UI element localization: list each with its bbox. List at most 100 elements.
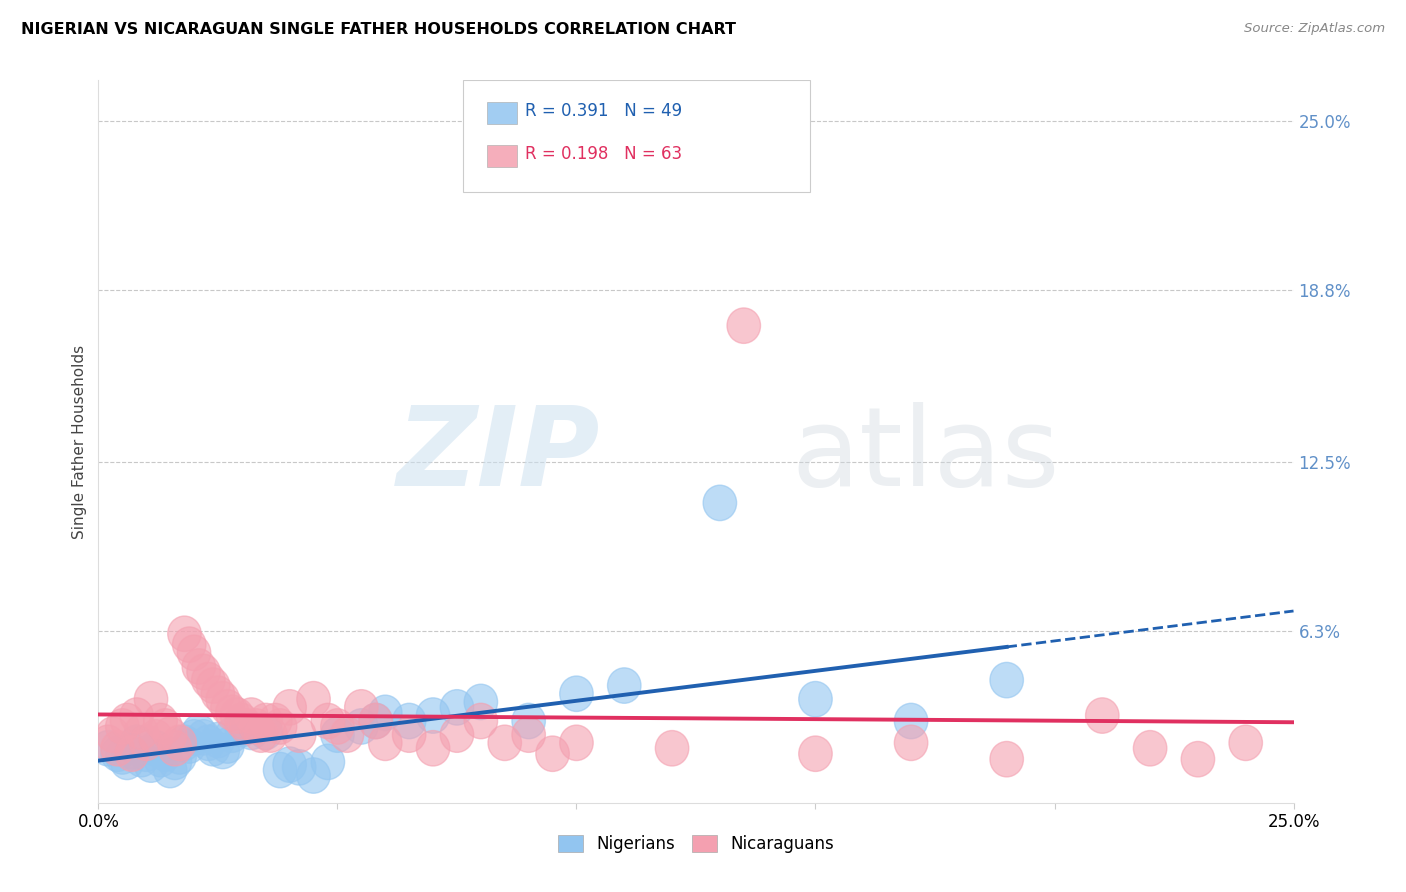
Ellipse shape: [799, 681, 832, 717]
Ellipse shape: [283, 749, 316, 785]
Ellipse shape: [440, 690, 474, 725]
Ellipse shape: [115, 733, 149, 769]
Ellipse shape: [321, 717, 354, 752]
Ellipse shape: [225, 712, 259, 747]
Ellipse shape: [560, 676, 593, 712]
Ellipse shape: [201, 676, 235, 712]
Ellipse shape: [359, 703, 392, 739]
Ellipse shape: [191, 725, 225, 761]
Ellipse shape: [120, 698, 153, 733]
Text: ZIP: ZIP: [396, 402, 600, 509]
Ellipse shape: [990, 741, 1024, 777]
Ellipse shape: [163, 725, 197, 761]
Ellipse shape: [488, 725, 522, 761]
Ellipse shape: [191, 663, 225, 698]
FancyBboxPatch shape: [463, 80, 810, 193]
Ellipse shape: [727, 308, 761, 343]
Ellipse shape: [183, 714, 215, 749]
Ellipse shape: [512, 717, 546, 752]
Ellipse shape: [207, 733, 239, 769]
Legend: Nigerians, Nicaraguans: Nigerians, Nicaraguans: [551, 828, 841, 860]
Text: NIGERIAN VS NICARAGUAN SINGLE FATHER HOUSEHOLDS CORRELATION CHART: NIGERIAN VS NICARAGUAN SINGLE FATHER HOU…: [21, 22, 737, 37]
Ellipse shape: [297, 681, 330, 717]
Ellipse shape: [249, 714, 283, 749]
Ellipse shape: [330, 717, 364, 752]
Ellipse shape: [115, 736, 149, 772]
Ellipse shape: [153, 717, 187, 752]
Ellipse shape: [536, 736, 569, 772]
Ellipse shape: [201, 723, 235, 758]
Ellipse shape: [263, 752, 297, 788]
FancyBboxPatch shape: [486, 145, 517, 167]
Ellipse shape: [655, 731, 689, 766]
Ellipse shape: [321, 709, 354, 744]
Ellipse shape: [111, 703, 143, 739]
Ellipse shape: [101, 731, 135, 766]
Text: Source: ZipAtlas.com: Source: ZipAtlas.com: [1244, 22, 1385, 36]
Ellipse shape: [143, 703, 177, 739]
Ellipse shape: [254, 717, 287, 752]
Ellipse shape: [167, 725, 201, 761]
Ellipse shape: [894, 725, 928, 761]
Ellipse shape: [215, 695, 249, 731]
Ellipse shape: [211, 690, 245, 725]
Text: atlas: atlas: [792, 402, 1060, 509]
Ellipse shape: [359, 703, 392, 739]
Ellipse shape: [167, 616, 201, 651]
Ellipse shape: [159, 744, 191, 780]
Ellipse shape: [249, 703, 283, 739]
Ellipse shape: [149, 709, 183, 744]
Ellipse shape: [153, 752, 187, 788]
Ellipse shape: [392, 703, 426, 739]
Ellipse shape: [464, 684, 498, 720]
Ellipse shape: [344, 709, 378, 744]
Text: R = 0.391   N = 49: R = 0.391 N = 49: [524, 102, 682, 120]
Ellipse shape: [703, 485, 737, 521]
Ellipse shape: [135, 747, 167, 782]
Ellipse shape: [91, 725, 125, 761]
Ellipse shape: [173, 728, 207, 764]
Ellipse shape: [177, 635, 211, 671]
FancyBboxPatch shape: [486, 102, 517, 124]
Ellipse shape: [187, 654, 221, 690]
Ellipse shape: [297, 758, 330, 793]
Ellipse shape: [259, 703, 292, 739]
Ellipse shape: [183, 648, 215, 684]
Ellipse shape: [1085, 698, 1119, 733]
Ellipse shape: [440, 717, 474, 752]
Ellipse shape: [105, 739, 139, 774]
Ellipse shape: [207, 681, 239, 717]
Ellipse shape: [392, 717, 426, 752]
Ellipse shape: [139, 720, 173, 756]
Ellipse shape: [273, 690, 307, 725]
Ellipse shape: [215, 717, 249, 752]
Ellipse shape: [91, 731, 125, 766]
Ellipse shape: [125, 741, 159, 777]
Ellipse shape: [235, 698, 269, 733]
Ellipse shape: [105, 709, 139, 744]
Ellipse shape: [211, 728, 245, 764]
Ellipse shape: [129, 736, 163, 772]
Ellipse shape: [464, 703, 498, 739]
Ellipse shape: [560, 725, 593, 761]
Ellipse shape: [129, 725, 163, 761]
Ellipse shape: [197, 731, 231, 766]
Ellipse shape: [368, 695, 402, 731]
Y-axis label: Single Father Households: Single Father Households: [72, 344, 87, 539]
Ellipse shape: [225, 703, 259, 739]
Ellipse shape: [139, 731, 173, 766]
Ellipse shape: [187, 720, 221, 756]
Ellipse shape: [263, 709, 297, 744]
Ellipse shape: [245, 717, 278, 752]
Ellipse shape: [163, 739, 197, 774]
Ellipse shape: [231, 709, 263, 744]
Ellipse shape: [1133, 731, 1167, 766]
Ellipse shape: [311, 744, 344, 780]
Ellipse shape: [1181, 741, 1215, 777]
Ellipse shape: [273, 747, 307, 782]
Ellipse shape: [96, 717, 129, 752]
Ellipse shape: [894, 703, 928, 739]
Ellipse shape: [416, 731, 450, 766]
Ellipse shape: [799, 736, 832, 772]
Ellipse shape: [239, 709, 273, 744]
